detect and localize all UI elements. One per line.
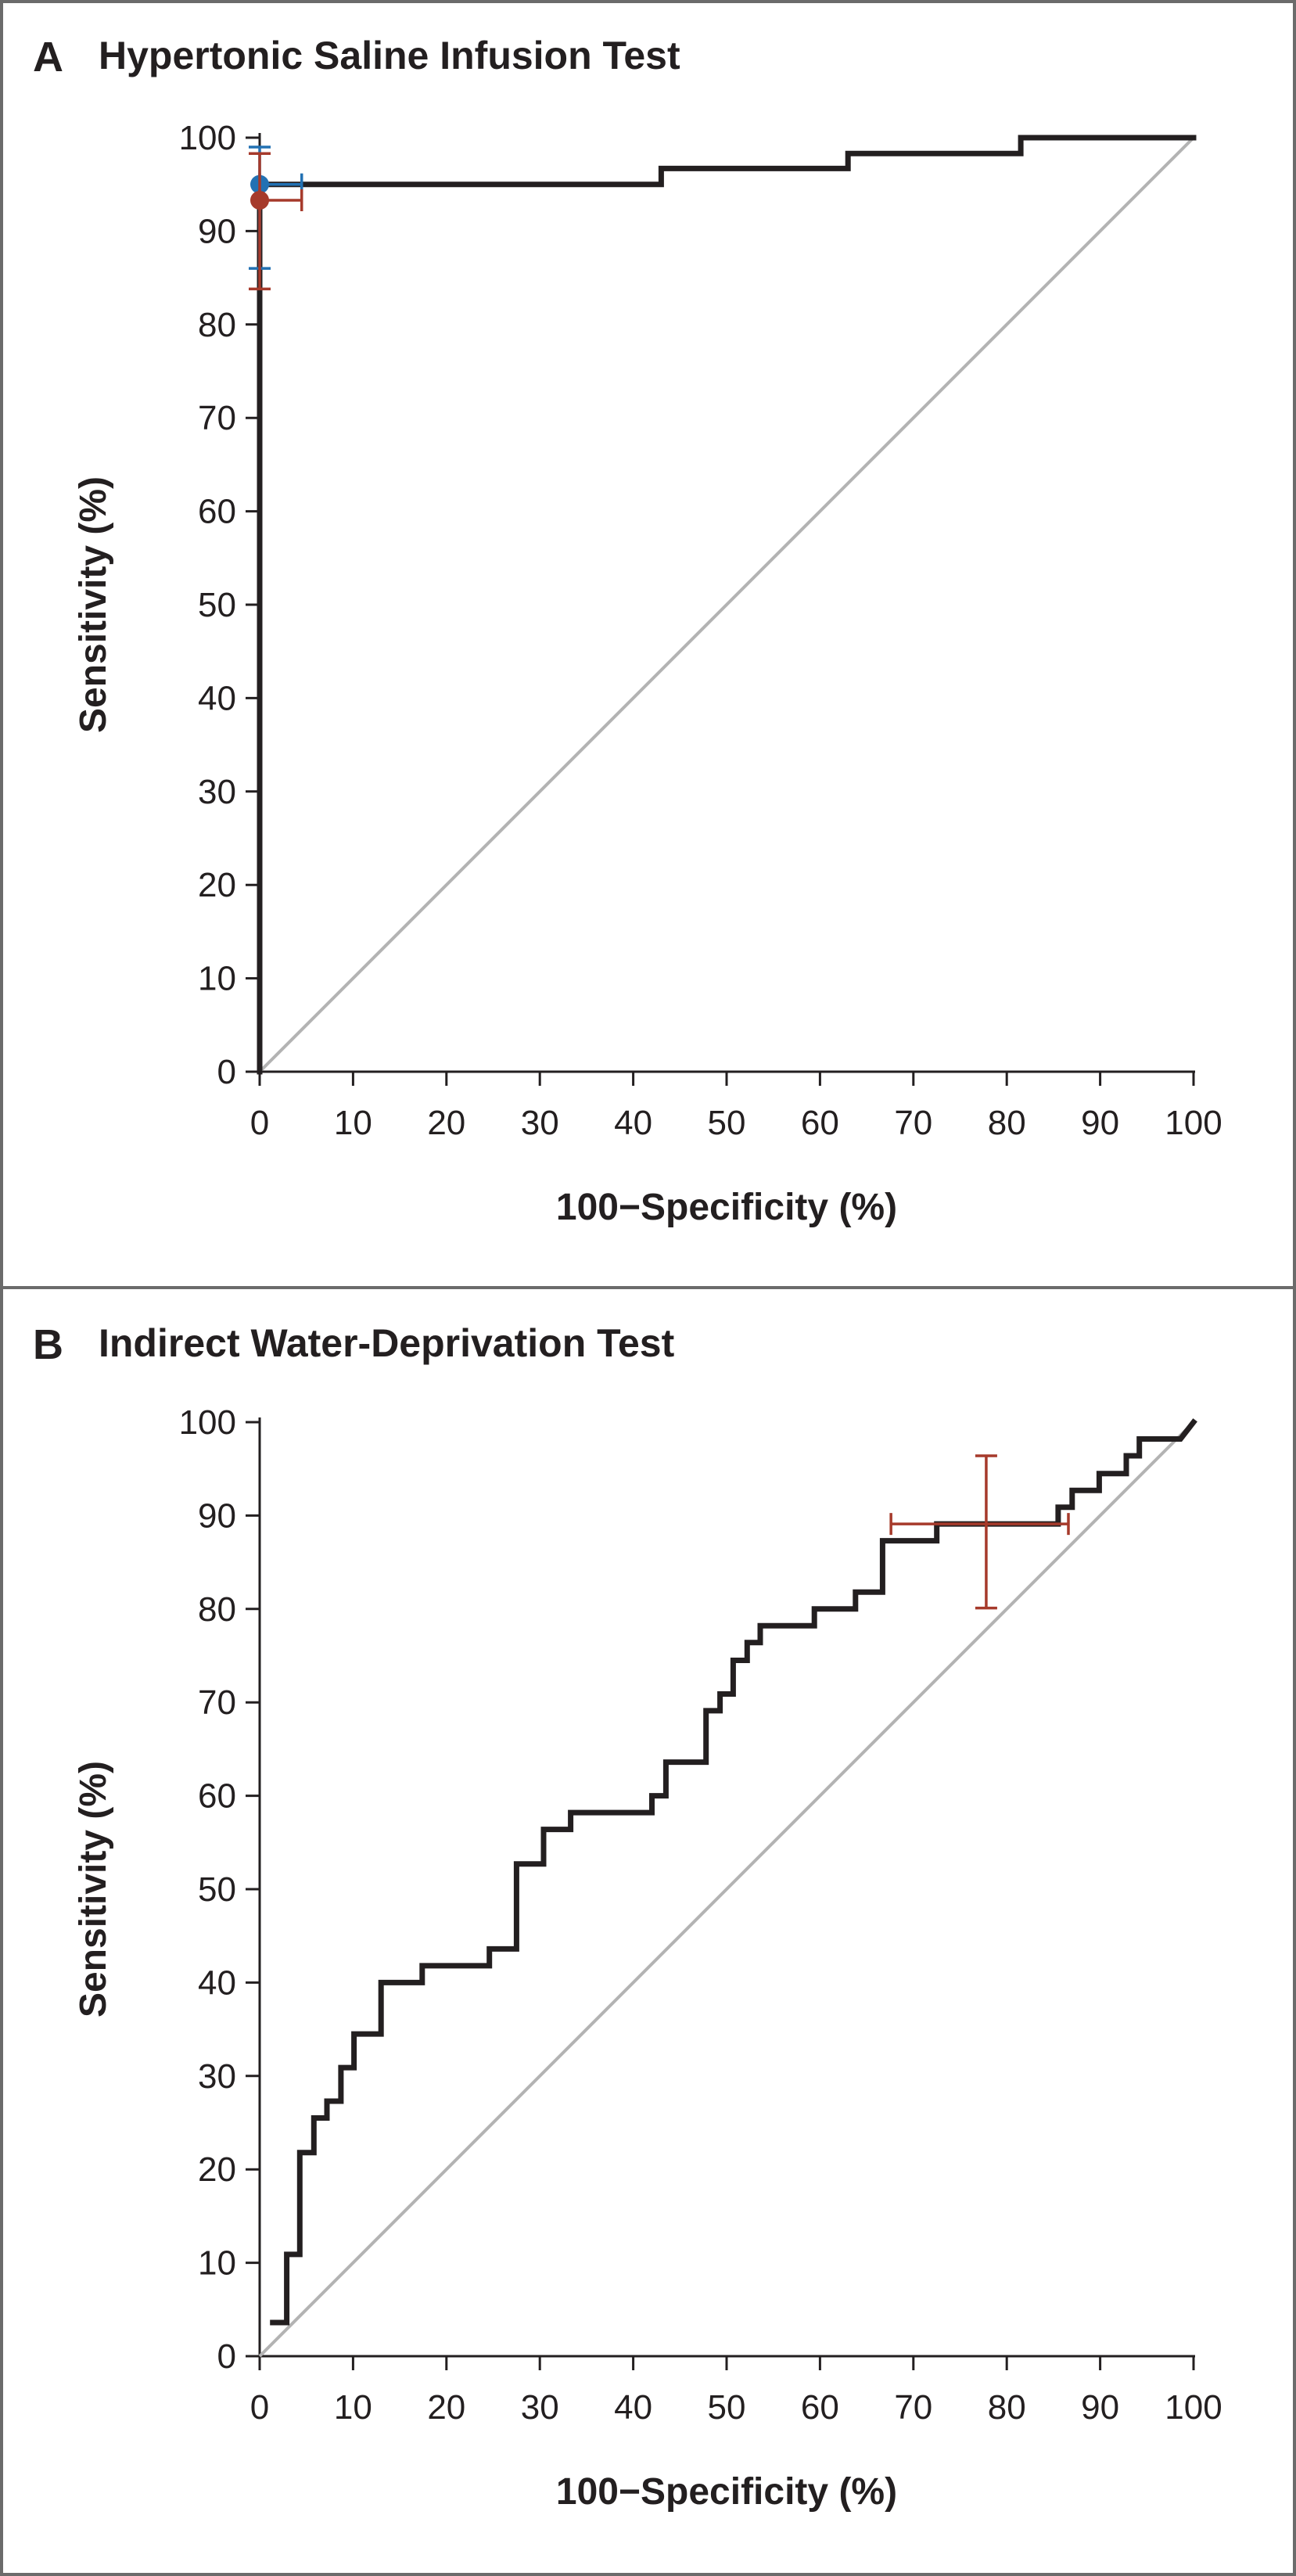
y-tick-label: 60 xyxy=(198,493,236,531)
y-tick-label: 90 xyxy=(198,212,236,250)
x-tick-label: 0 xyxy=(250,1104,269,1142)
y-tick-label: 40 xyxy=(198,1963,236,2002)
y-tick-label: 0 xyxy=(217,1053,236,1091)
x-axis-title: 100−Specificity (%) xyxy=(556,2471,897,2513)
y-tick-label: 10 xyxy=(198,960,236,998)
x-tick-label: 40 xyxy=(614,2388,652,2427)
y-tick-label: 90 xyxy=(198,1496,236,1535)
y-tick-label: 80 xyxy=(198,1590,236,1629)
panel-b: B Indirect Water-Deprivation Test 0 10 20 3… xyxy=(3,1289,1296,2576)
x-tick-label: 90 xyxy=(1081,1104,1119,1142)
x-axis-title: 100−Specificity (%) xyxy=(556,1187,897,1228)
x-tick-label: 70 xyxy=(894,2388,932,2427)
operating-point-2 xyxy=(249,152,303,291)
panel-a: A Hypertonic Saline Infusion Test 0 10 20 3… xyxy=(3,3,1296,1286)
roc-chart-b: 0 10 20 30 40 50 60 70 80 90 100 0 10 20 30 40 50 60 70 80 9… xyxy=(73,1403,1222,2513)
panel-letter-a: A xyxy=(33,34,63,81)
x-tick-label: 40 xyxy=(614,1104,652,1142)
y-tick-label: 50 xyxy=(198,586,236,624)
x-tick-label: 50 xyxy=(708,1104,746,1142)
x-tick-label: 30 xyxy=(521,1104,559,1142)
y-axis-title: Sensitivity (%) xyxy=(73,1761,114,2017)
y-tick-label: 70 xyxy=(198,399,236,437)
x-tick-label: 70 xyxy=(894,1104,932,1142)
operating-point-dot xyxy=(250,190,269,210)
y-tick-label: 30 xyxy=(198,2057,236,2096)
panel-letter-b: B xyxy=(33,1321,63,1368)
y-tick-label: 60 xyxy=(198,1777,236,1816)
y-axis-title: Sensitivity (%) xyxy=(73,476,114,733)
y-tick-label: 70 xyxy=(198,1683,236,1722)
y-tick-label: 30 xyxy=(198,773,236,811)
y-tick-label: 80 xyxy=(198,306,236,344)
x-tick-label: 10 xyxy=(334,1104,372,1142)
y-tick-label: 20 xyxy=(198,866,236,904)
x-tick-label: 30 xyxy=(521,2388,559,2427)
y-tick-label: 50 xyxy=(198,1870,236,1909)
reference-diagonal-line xyxy=(258,136,1195,1073)
x-tick-label: 10 xyxy=(334,2388,372,2427)
x-tick-label: 80 xyxy=(988,2388,1026,2427)
x-tick-label: 100 xyxy=(1165,1104,1222,1142)
x-tick-label: 0 xyxy=(250,2388,269,2427)
reference-diagonal-line xyxy=(258,1421,1195,2358)
roc-chart-a: 0 10 20 30 40 50 60 70 80 90 100 0 10 20 30 40 50 60 70 80 9… xyxy=(73,119,1222,1228)
x-tick-label: 100 xyxy=(1165,2388,1222,2427)
y-tick-label: 20 xyxy=(198,2150,236,2189)
roc-curve-line xyxy=(270,1418,1197,2326)
panel-title-a: Hypertonic Saline Infusion Test xyxy=(99,34,680,77)
x-tick-label: 90 xyxy=(1081,2388,1119,2427)
x-tick-label: 80 xyxy=(988,1104,1026,1142)
y-tick-label: 10 xyxy=(198,2244,236,2283)
y-tick-label: 100 xyxy=(179,1403,236,1442)
panel-divider xyxy=(3,1286,1296,1289)
y-tick-label: 100 xyxy=(179,119,236,157)
x-tick-label: 20 xyxy=(427,2388,465,2427)
x-tick-label: 60 xyxy=(801,1104,839,1142)
operating-point-1 xyxy=(889,1454,1070,1610)
x-tick-label: 60 xyxy=(801,2388,839,2427)
y-tick-label: 0 xyxy=(217,2337,236,2376)
y-tick-label: 40 xyxy=(198,679,236,717)
x-tick-label: 50 xyxy=(708,2388,746,2427)
x-tick-label: 20 xyxy=(427,1104,465,1142)
panel-title-b: Indirect Water-Deprivation Test xyxy=(99,1321,675,1365)
roc-curve-line xyxy=(257,135,1197,1075)
